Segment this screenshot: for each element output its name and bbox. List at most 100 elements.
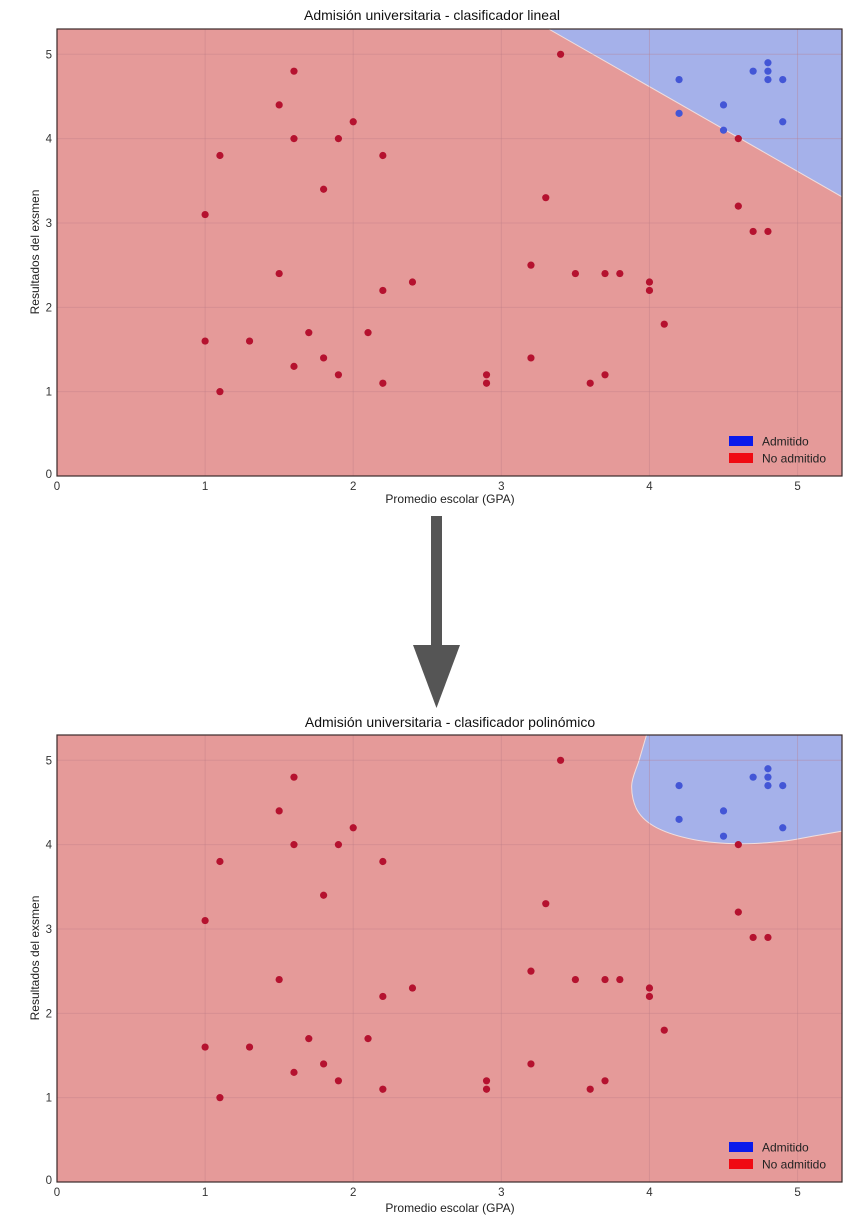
y-tick-label: 2 <box>46 1008 52 1020</box>
x-axis-label: Promedio escolar (GPA) <box>385 492 514 506</box>
data-point <box>334 135 343 143</box>
data-point <box>320 891 328 899</box>
data-point <box>216 857 224 866</box>
data-point <box>216 151 224 160</box>
series-not-admitted <box>201 756 772 1102</box>
plot-frame <box>56 734 843 1183</box>
data-point <box>586 379 594 387</box>
data-point <box>616 269 624 278</box>
data-point <box>408 278 417 286</box>
x-tick-label: 4 <box>646 481 653 493</box>
data-point <box>216 1094 224 1102</box>
legend-label: No admitido <box>762 452 826 466</box>
chart-title: Admisión universitaria - clasificador li… <box>304 7 560 23</box>
data-point <box>290 135 298 143</box>
data-point <box>571 269 579 278</box>
data-point <box>601 371 609 379</box>
data-point <box>305 1035 313 1043</box>
data-point <box>334 841 343 849</box>
x-tick-label: 5 <box>794 481 800 493</box>
data-point <box>571 975 579 984</box>
y-tick-label: 4 <box>46 840 53 852</box>
data-point <box>216 388 224 396</box>
data-point <box>675 815 683 823</box>
y-axis-label: Resultados del exsmen <box>28 190 42 315</box>
data-point <box>201 210 209 219</box>
region-admitted <box>631 734 843 845</box>
plot-frame <box>56 28 843 477</box>
legend-label: Admitido <box>762 1141 809 1155</box>
data-point <box>364 1035 372 1043</box>
data-point <box>616 975 624 984</box>
data-point <box>290 1068 298 1076</box>
plot-area <box>56 28 843 477</box>
data-point <box>290 362 298 370</box>
legend-swatch-not-admitted <box>729 1159 753 1169</box>
data-point <box>379 1085 387 1093</box>
data-point <box>645 984 654 992</box>
data-point <box>734 135 742 143</box>
legend-label: Admitido <box>762 435 809 449</box>
data-point <box>349 118 357 126</box>
legend-swatch-admitted <box>729 1142 753 1152</box>
data-point <box>719 832 728 840</box>
data-point <box>719 807 728 815</box>
y-tick-label: 0 <box>46 1175 52 1187</box>
data-point <box>645 278 654 286</box>
data-point <box>527 967 535 975</box>
y-tick-label: 2 <box>46 302 52 314</box>
data-point <box>379 286 387 295</box>
data-point <box>275 101 283 109</box>
ticks: 0 1 2 3 4 5 0 1 2 3 4 5 <box>46 49 801 493</box>
legend-label: No admitido <box>762 1158 826 1172</box>
x-tick-label: 2 <box>350 1187 356 1199</box>
data-point <box>320 185 328 193</box>
x-tick-label: 3 <box>498 1187 504 1199</box>
data-point <box>601 269 609 278</box>
data-point <box>482 371 491 379</box>
data-point <box>201 1043 209 1051</box>
data-point <box>764 76 772 84</box>
data-point <box>779 118 787 126</box>
y-tick-label: 5 <box>46 49 52 61</box>
data-point <box>379 857 387 866</box>
data-point <box>764 773 772 781</box>
data-point <box>527 354 535 362</box>
ticks: 0 1 2 3 4 5 0 1 2 3 4 5 <box>46 755 801 1199</box>
data-point <box>556 50 565 58</box>
data-point <box>482 379 491 387</box>
data-point <box>290 67 298 75</box>
data-point <box>379 379 387 387</box>
chart-polynomial: Admisión universitaria - clasificador po… <box>28 714 843 1215</box>
data-point <box>586 1085 594 1093</box>
chart-linear: Admisión universitaria - clasificador li… <box>28 7 843 506</box>
data-point <box>779 824 787 832</box>
data-point <box>601 1077 609 1085</box>
data-point <box>542 194 550 202</box>
y-tick-label: 3 <box>46 218 52 230</box>
data-point <box>408 984 417 992</box>
data-point <box>334 371 343 379</box>
legend-swatch-admitted <box>729 436 753 446</box>
data-point <box>290 773 298 781</box>
x-tick-label: 2 <box>350 481 356 493</box>
data-point <box>349 824 357 832</box>
series-admitted <box>675 59 787 134</box>
grid <box>57 735 842 1182</box>
data-point <box>601 975 609 984</box>
data-point <box>645 286 654 295</box>
x-tick-label: 0 <box>54 1187 60 1199</box>
data-point <box>764 227 772 236</box>
data-point <box>734 908 742 916</box>
y-axis-label: Resultados del exsmen <box>28 896 42 1021</box>
grid <box>57 29 842 476</box>
data-point <box>749 933 757 942</box>
data-point <box>749 773 757 781</box>
data-point <box>379 151 387 160</box>
data-point <box>364 329 372 337</box>
data-point <box>320 1060 328 1068</box>
data-point <box>556 756 565 764</box>
data-point <box>305 329 313 337</box>
data-point <box>379 992 387 1001</box>
